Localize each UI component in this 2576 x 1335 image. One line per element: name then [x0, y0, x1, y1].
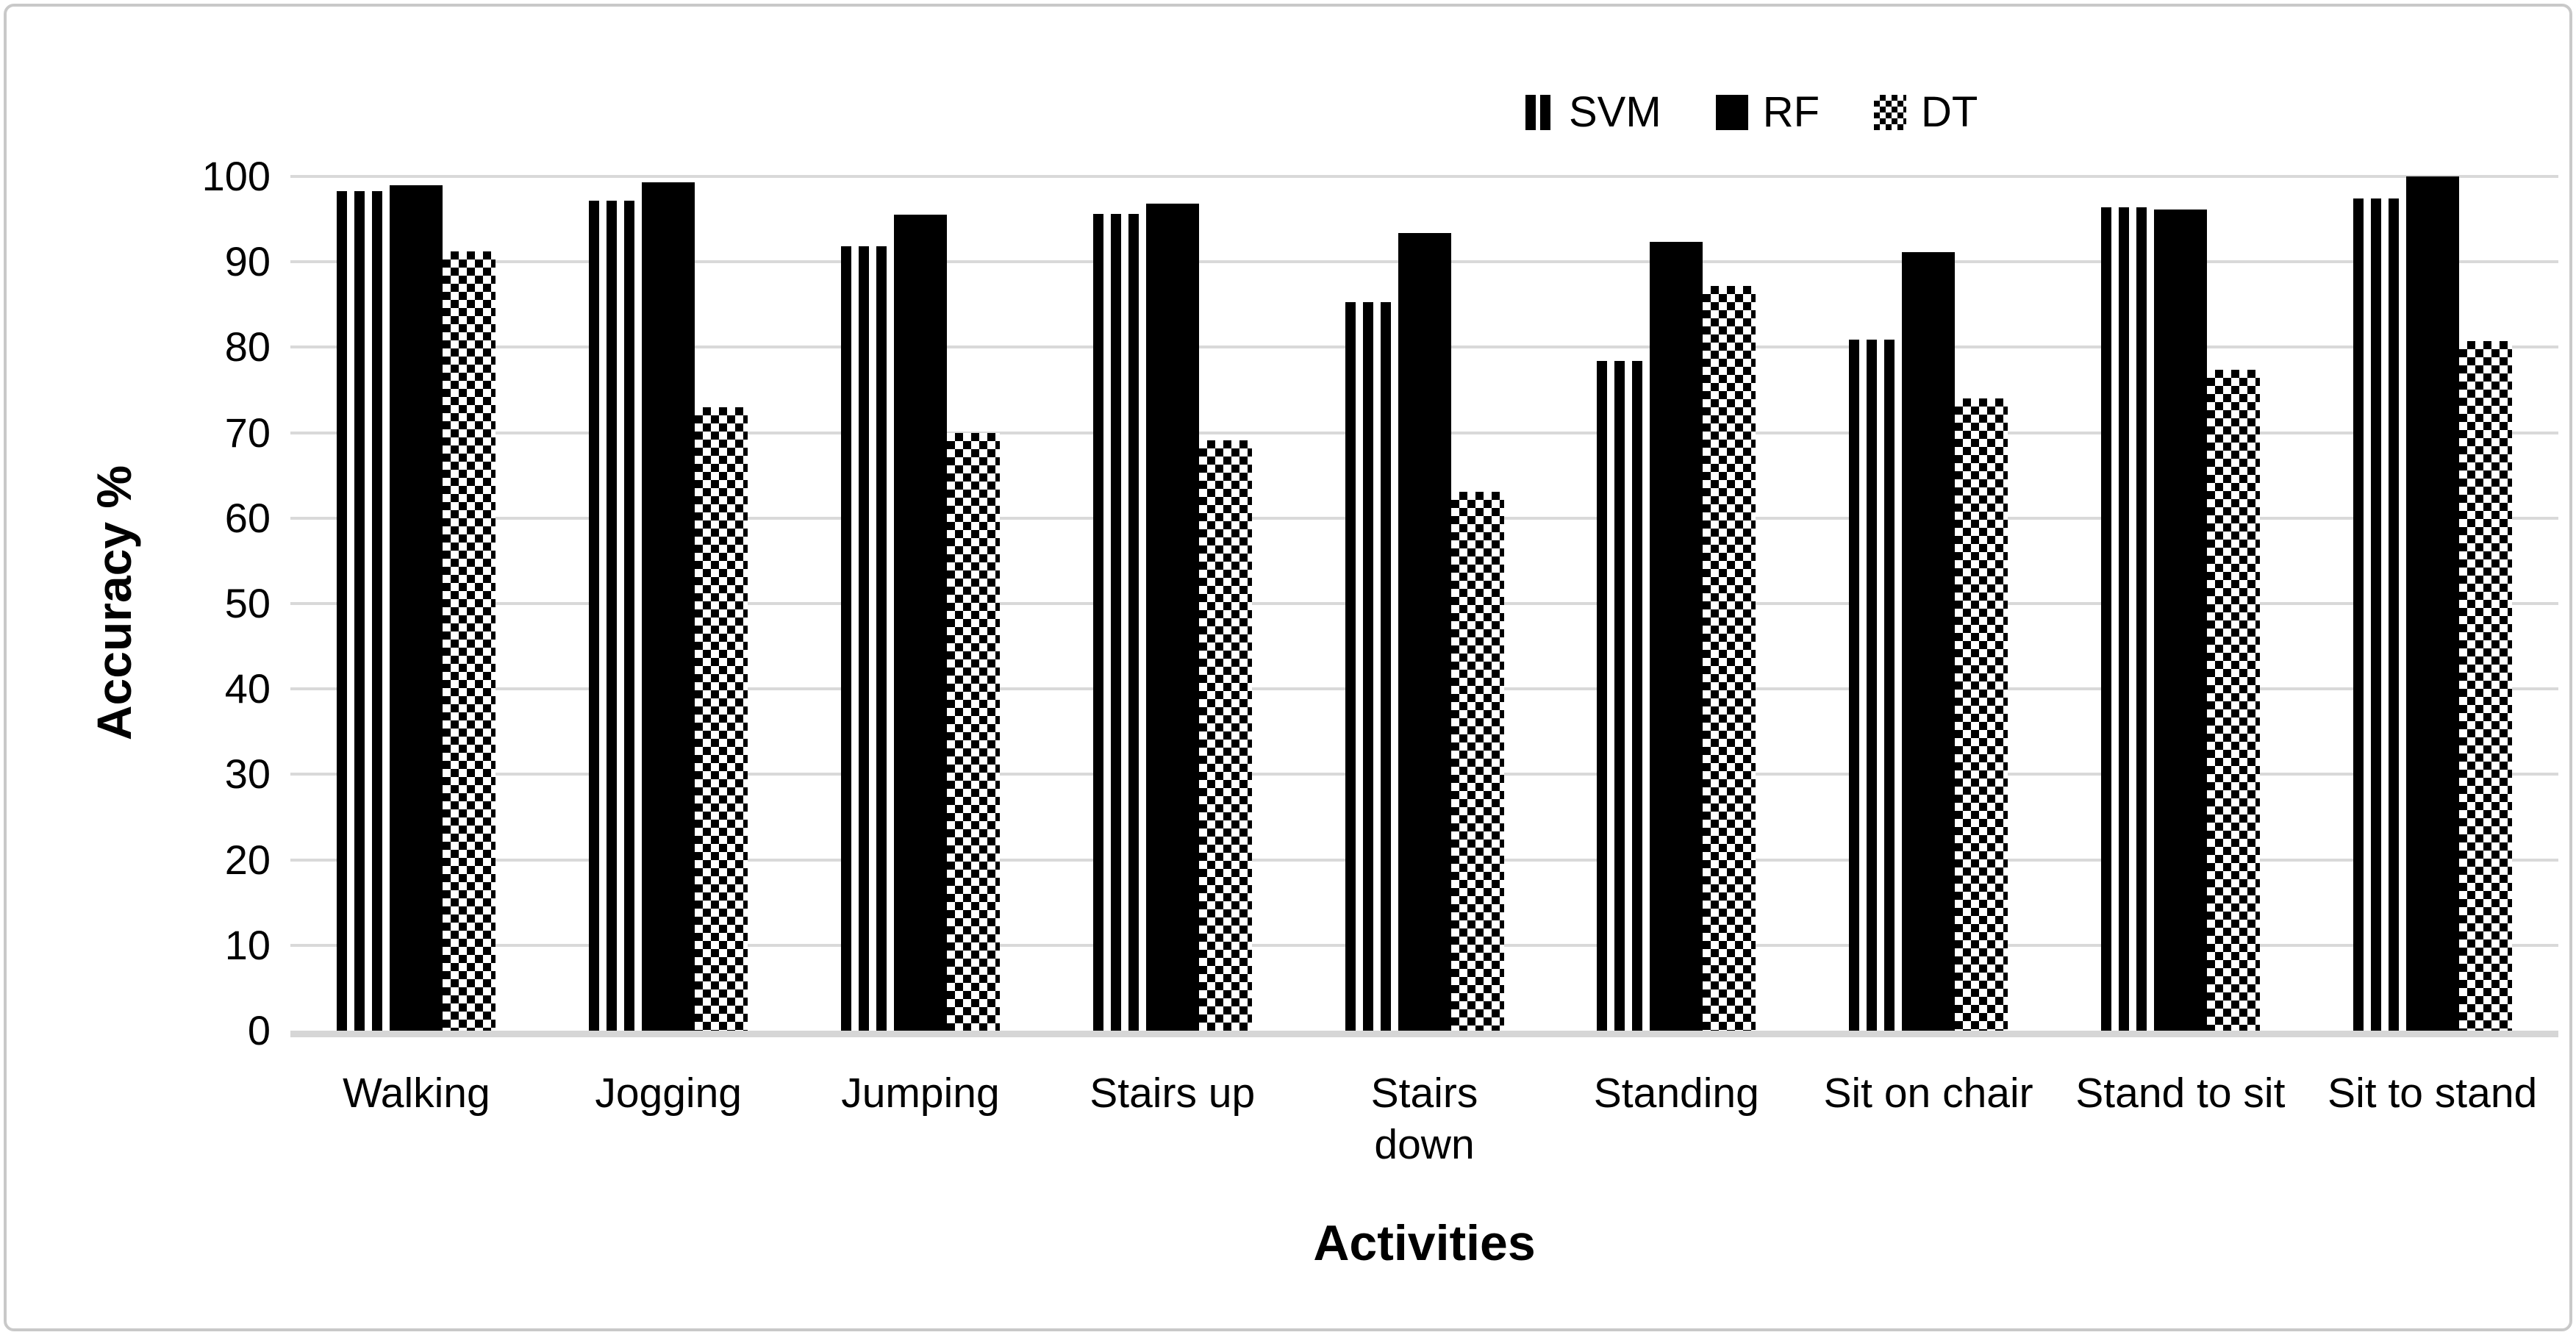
bar-dt-5: [1450, 491, 1504, 1031]
x-axis-baseline: [290, 1031, 2558, 1037]
bar-dt-3: [946, 432, 1000, 1031]
bar-group-3: [795, 215, 1047, 1031]
legend-item-svm: SVM: [1522, 87, 1661, 138]
bar-svm-9: [2353, 198, 2406, 1031]
legend-label-dt: DT: [1921, 88, 1978, 136]
bar-rf-2: [642, 182, 695, 1031]
legend-label-svm: SVM: [1569, 88, 1661, 136]
y-tick-label-60: 60: [224, 494, 271, 541]
bar-svm-2: [589, 200, 643, 1031]
legend-item-dt: DT: [1874, 87, 1978, 138]
bar-group-6: [1550, 242, 1803, 1031]
y-tick-label-20: 20: [224, 836, 271, 883]
x-category-label-9: Sit to stand: [2328, 1070, 2538, 1117]
y-tick-label-80: 80: [224, 323, 271, 371]
x-category-label-4: Stairs up: [1090, 1070, 1256, 1117]
bar-dt-1: [443, 251, 496, 1031]
bar-svm-7: [1849, 339, 1903, 1031]
bar-dt-4: [1198, 440, 1252, 1031]
y-tick-label-70: 70: [224, 409, 271, 456]
bar-svm-1: [337, 190, 390, 1031]
bar-group-8: [2054, 207, 2306, 1031]
x-category-label-2: Jogging: [595, 1070, 742, 1117]
bar-rf-4: [1145, 204, 1199, 1031]
bar-rf-5: [1398, 232, 1451, 1031]
x-axis-title: Activities: [1313, 1215, 1536, 1271]
dt-checker-swatch-icon: [1874, 95, 1907, 130]
bar-dt-9: [2458, 341, 2512, 1031]
x-category-label-7: Sit on chair: [1823, 1070, 2033, 1117]
bar-svm-6: [1597, 361, 1650, 1031]
bar-dt-7: [1955, 398, 2008, 1031]
y-tick-label-50: 50: [224, 580, 271, 626]
bar-group-9: [2306, 176, 2558, 1031]
y-tick-label-0: 0: [247, 1007, 271, 1053]
y-tick-label-40: 40: [224, 665, 271, 712]
bar-rf-9: [2405, 176, 2459, 1031]
y-tick-label-30: 30: [224, 751, 271, 798]
bar-group-2: [543, 182, 795, 1031]
y-tick-label-100: 100: [201, 153, 271, 199]
bar-rf-3: [893, 215, 947, 1031]
bar-svm-8: [2100, 207, 2154, 1031]
bar-dt-6: [1703, 285, 1756, 1031]
bar-group-5: [1298, 232, 1550, 1031]
plot-area: [290, 175, 2558, 1037]
legend-label-rf: RF: [1762, 88, 1820, 136]
bar-rf-8: [2153, 210, 2207, 1031]
bar-group-7: [1803, 252, 2055, 1031]
bars-layer: [290, 176, 2558, 1031]
bar-rf-6: [1650, 242, 1703, 1031]
bar-rf-7: [1902, 252, 1956, 1031]
svm-striped-swatch-icon: [1522, 95, 1554, 130]
x-axis-labels: Walking Jogging Jumping Stairs up Stairs dow…: [290, 1067, 2558, 1170]
y-tick-label-90: 90: [224, 238, 271, 285]
y-axis-labels: 0 10 20 30 40 50 60 70 80 90 100: [0, 154, 271, 1053]
bar-group-1: [290, 185, 543, 1031]
x-category-label-1: Walking: [343, 1070, 490, 1117]
rf-solid-swatch-icon: [1715, 95, 1748, 130]
bar-svm-5: [1345, 301, 1398, 1031]
bar-dt-2: [695, 407, 748, 1031]
bar-svm-3: [840, 246, 894, 1031]
x-category-label-3: Jumping: [841, 1070, 1000, 1117]
x-category-label-5: Stairs down: [1370, 1070, 1478, 1168]
x-category-label-8: Stand to sit: [2075, 1070, 2286, 1117]
x-category-label-6: Standing: [1593, 1070, 1759, 1117]
bar-rf-1: [390, 185, 443, 1031]
bar-svm-4: [1092, 214, 1146, 1031]
legend: SVM RF DT: [1522, 87, 1978, 138]
y-tick-label-10: 10: [224, 921, 271, 968]
legend-item-rf: RF: [1715, 87, 1820, 138]
bar-dt-8: [2206, 369, 2260, 1031]
bar-group-4: [1046, 204, 1298, 1031]
gridline-100: [290, 175, 2558, 178]
